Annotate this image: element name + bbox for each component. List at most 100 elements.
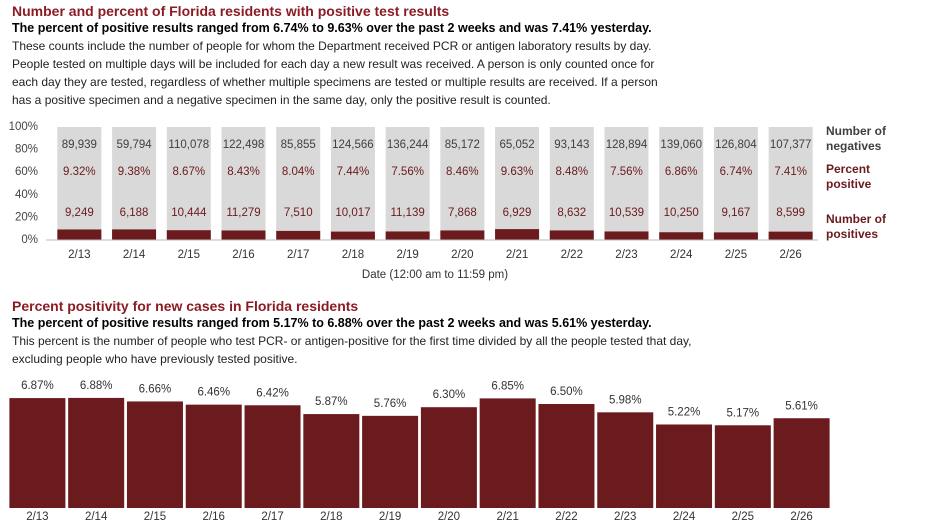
description-line: This percent is the number of people who…	[12, 334, 692, 348]
bar-track	[385, 127, 430, 240]
x-tick-label: 2/21	[496, 511, 518, 523]
description-line: excluding people who have previously tes…	[12, 352, 298, 366]
value-label: 8.43%	[227, 166, 260, 178]
value-label: 9.32%	[63, 166, 96, 178]
y-tick-label: 40%	[15, 189, 38, 201]
value-label: 139,060	[660, 139, 702, 151]
bar	[604, 231, 649, 240]
value-label: 8.67%	[172, 166, 205, 178]
bar	[166, 230, 211, 240]
x-tick-label: 2/19	[379, 511, 401, 523]
bar	[385, 231, 430, 240]
value-label: 7.41%	[774, 166, 807, 178]
description-line: These counts include the number of peopl…	[12, 39, 652, 53]
value-label: 8.04%	[282, 166, 315, 178]
bar	[479, 398, 536, 508]
value-label: 10,017	[335, 207, 370, 219]
y-tick-label: 60%	[15, 166, 38, 178]
x-tick-label: 2/13	[26, 511, 48, 523]
value-label: 11,139	[390, 207, 424, 219]
value-label: 124,566	[332, 139, 374, 151]
value-label: 5.22%	[668, 407, 701, 419]
value-label: 136,244	[387, 139, 429, 151]
x-tick-label: 2/16	[203, 511, 225, 523]
value-label: 7.56%	[610, 166, 643, 178]
value-label: 8,632	[557, 207, 586, 219]
bar	[549, 230, 594, 240]
value-label: 59,794	[116, 139, 152, 151]
bar	[276, 230, 321, 240]
bar-track	[112, 127, 157, 240]
x-tick-label: 2/24	[670, 249, 693, 261]
x-tick-label: 2/17	[261, 511, 283, 523]
bar	[68, 397, 125, 508]
value-label: 5.76%	[374, 398, 407, 410]
bar	[597, 412, 654, 508]
legend-entry: Percent positive	[826, 162, 872, 191]
x-tick-label: 2/16	[232, 249, 254, 261]
x-tick-label: 2/26	[779, 249, 801, 261]
bar	[538, 404, 595, 508]
value-label: 93,143	[554, 139, 589, 151]
value-label: 5.17%	[727, 407, 760, 419]
x-tick-label: 2/18	[342, 249, 364, 261]
value-label: 9,249	[65, 207, 94, 219]
x-tick-label: 2/13	[68, 249, 90, 261]
bar	[362, 415, 419, 508]
value-label: 110,078	[168, 139, 209, 151]
value-label: 6,929	[503, 207, 532, 219]
chart-subtitle: The percent of positive results ranged f…	[12, 316, 652, 330]
bar	[714, 425, 771, 508]
value-label: 7,868	[448, 207, 477, 219]
value-label: 7.44%	[337, 166, 370, 178]
value-label: 8.46%	[446, 166, 479, 178]
bar-track	[440, 127, 485, 240]
bar	[330, 231, 375, 240]
value-label: 5.87%	[315, 396, 348, 408]
bar	[112, 229, 157, 240]
x-tick-label: 2/15	[178, 249, 200, 261]
y-tick-label: 20%	[15, 211, 38, 223]
value-label: 6.86%	[665, 166, 698, 178]
x-tick-label: 2/25	[725, 249, 747, 261]
bar	[713, 232, 758, 240]
value-label: 126,804	[715, 139, 757, 151]
x-tick-label: 2/23	[615, 249, 637, 261]
value-label: 9,167	[722, 207, 751, 219]
bar-track	[549, 127, 594, 240]
x-tick-label: 2/18	[320, 511, 342, 523]
value-label: 85,855	[281, 139, 316, 151]
bar	[185, 404, 242, 508]
value-label: 9.38%	[118, 166, 151, 178]
x-tick-label: 2/14	[123, 249, 146, 261]
x-tick-label: 2/24	[673, 511, 696, 523]
x-axis-label: Date (12:00 am to 11:59 pm)	[362, 269, 508, 281]
description-line: has a positive specimen and a negative s…	[12, 93, 551, 107]
x-tick-label: 2/26	[790, 511, 812, 523]
value-label: 8.48%	[555, 166, 588, 178]
description-line: each day they are tested, regardless of …	[12, 75, 658, 89]
value-label: 6.85%	[491, 380, 524, 392]
value-label: 128,894	[606, 139, 648, 151]
bar	[303, 414, 360, 508]
bar	[57, 229, 102, 240]
x-tick-label: 2/20	[451, 249, 473, 261]
value-label: 9.63%	[501, 166, 534, 178]
value-label: 6.88%	[80, 380, 113, 392]
bar-track	[57, 127, 102, 240]
value-label: 6.87%	[21, 380, 54, 392]
bar-track	[276, 127, 321, 240]
x-tick-label: 2/22	[561, 249, 583, 261]
value-label: 85,172	[445, 139, 480, 151]
value-label: 6.74%	[720, 166, 753, 178]
bar-track	[221, 127, 266, 240]
bar	[773, 418, 830, 508]
value-label: 6.66%	[139, 383, 172, 395]
bar	[659, 232, 704, 240]
bar	[126, 401, 183, 508]
value-label: 65,052	[499, 139, 534, 151]
y-tick-label: 100%	[9, 121, 38, 133]
bar-track	[768, 127, 813, 240]
value-label: 6.42%	[256, 387, 289, 399]
